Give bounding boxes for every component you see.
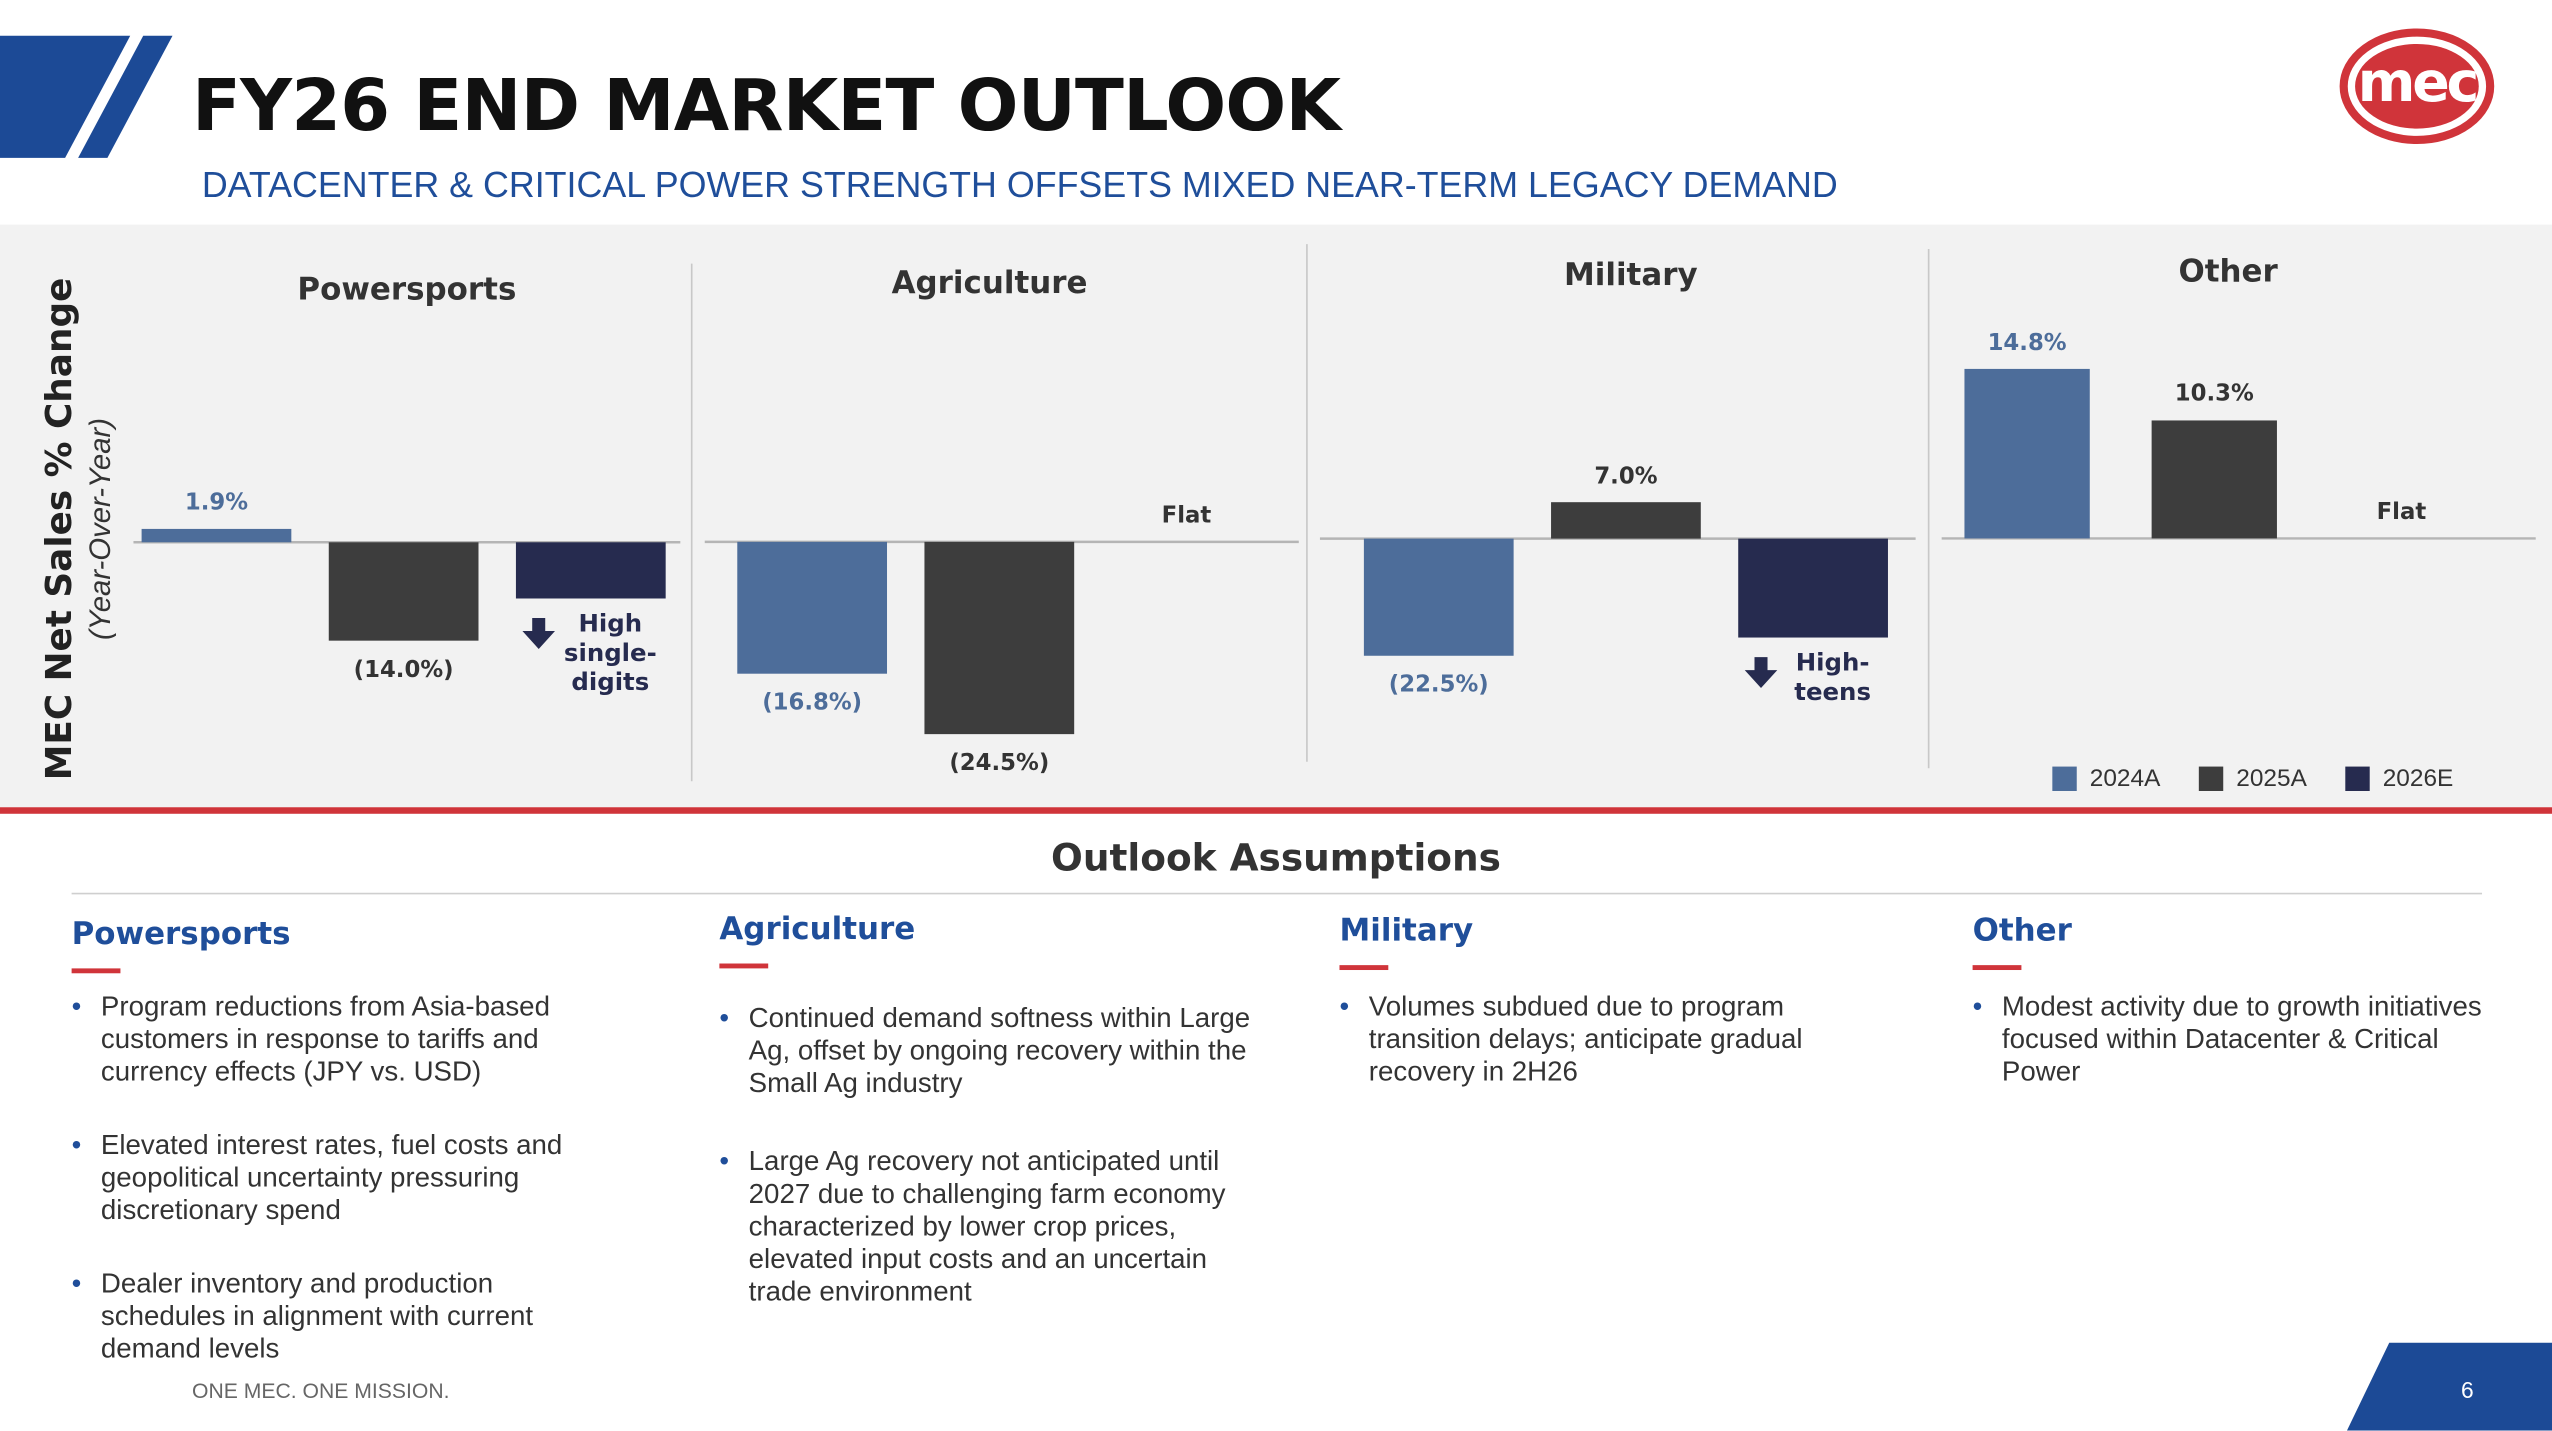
value-label: (22.5%) (1388, 672, 1489, 699)
column-heading: Military (1339, 913, 1474, 949)
annotation: High single-digits (563, 608, 657, 697)
bullet-dot: • (1339, 991, 1350, 1023)
chart-title: Agriculture (891, 265, 1088, 302)
bullet-text: Elevated interest rates, fuel costs and … (100, 1129, 563, 1226)
value-label: 14.8% (1987, 329, 2067, 356)
value-label: Flat (2376, 499, 2427, 526)
legend-swatch (2198, 766, 2224, 791)
tagline: ONE MEC. ONE MISSION. (192, 1378, 450, 1403)
y-axis-title: MEC Net Sales % Change (39, 277, 81, 781)
bullet-text: Volumes subdued due to program transitio… (1368, 991, 1803, 1088)
bar (2151, 420, 2277, 539)
column-heading: Other (1972, 913, 2072, 949)
bullet-dot: • (719, 1002, 730, 1034)
bar (141, 528, 292, 543)
title: FY26 END MARKET OUTLOOK (192, 65, 1341, 149)
bar (1738, 538, 1888, 638)
header-stripe (78, 35, 173, 158)
chart-band (0, 224, 2552, 809)
bar (737, 541, 888, 674)
y-axis-subtitle: (Year-Over-Year) (83, 417, 117, 640)
heading-underline (71, 968, 121, 974)
bullet-dot: • (1972, 991, 1983, 1023)
bullet-dot: • (719, 1145, 730, 1177)
bar (328, 542, 479, 641)
column-heading: Powersports (71, 916, 291, 953)
heading-underline (719, 963, 769, 969)
down-arrow (1744, 657, 1778, 688)
legend-label: 2024A (2089, 764, 2161, 793)
heading-underline (1972, 965, 2022, 971)
bullet-dot: • (71, 1129, 82, 1161)
bar (515, 542, 666, 599)
section-title: Outlook Assumptions (1051, 838, 1501, 881)
logo: mec (2357, 50, 2479, 116)
logo-fill (2355, 43, 2479, 129)
column-heading: Agriculture (719, 911, 916, 948)
value-label: 7.0% (1594, 463, 1658, 490)
page-number: 6 (2461, 1376, 2474, 1403)
bullet-dot: • (71, 991, 82, 1023)
value-label: 1.9% (184, 489, 249, 516)
bar (1551, 502, 1701, 539)
down-arrow (522, 618, 555, 649)
bar (1964, 368, 2090, 539)
legend-label: 2026E (2382, 764, 2454, 793)
bullet-text: Large Ag recovery not anticipated until … (748, 1145, 1226, 1307)
chart-title: Other (2178, 253, 2278, 290)
value-label: 10.3% (2174, 381, 2254, 408)
chart-title: Powersports (297, 271, 517, 308)
value-label: (14.0%) (353, 656, 454, 683)
header-block (0, 35, 131, 158)
value-label: Flat (1161, 502, 1212, 529)
bullet-dot: • (71, 1267, 82, 1299)
bullet-text: Dealer inventory and production schedule… (100, 1267, 534, 1364)
bar (1363, 538, 1514, 656)
legend-swatch (2052, 766, 2077, 791)
legend-label: 2025A (2236, 764, 2307, 793)
page-tab (2346, 1342, 2552, 1431)
value-label: (16.8%) (762, 689, 863, 716)
value-label: (24.5%) (949, 750, 1050, 777)
chart-title: Military (1563, 257, 1698, 293)
heading-underline (1339, 965, 1389, 971)
bar (924, 541, 1075, 735)
logo-ring (2339, 28, 2495, 145)
bullet-text: Continued demand softness within Large A… (748, 1002, 1251, 1099)
bullet-text: Modest activity due to growth initiative… (2001, 991, 2482, 1088)
subtitle: DATACENTER & CRITICAL POWER STRENGTH OFF… (201, 164, 1838, 206)
red-rule (0, 807, 2552, 814)
annotation: High-teens (1794, 647, 1871, 706)
bullet-text: Program reductions from Asia-based custo… (100, 991, 550, 1088)
legend-swatch (2345, 766, 2370, 791)
